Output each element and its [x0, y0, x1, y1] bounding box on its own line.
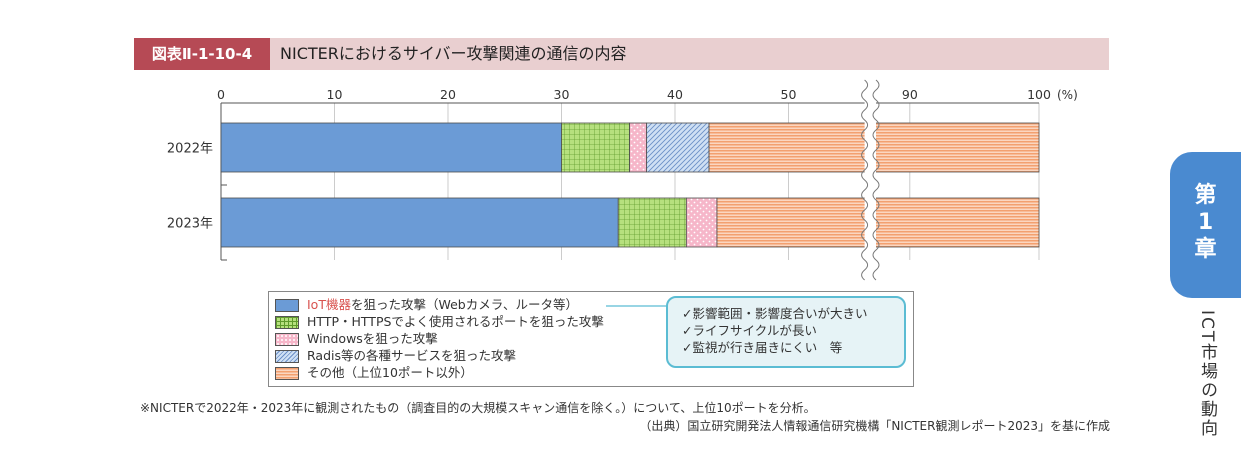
figure-title: NICTERにおけるサイバー攻撃関連の通信の内容 — [280, 44, 627, 63]
x-tick-label-7: 100 — [1027, 87, 1051, 102]
legend-label-http: HTTP・HTTPSでよく使用されるポートを狙った攻撃 — [307, 314, 604, 329]
legend-swatch-http — [275, 315, 299, 329]
x-tick-label-4: 40 — [667, 87, 683, 102]
axis-break-left — [861, 79, 869, 281]
bar-segment-1-0 — [220, 197, 619, 248]
chapter-number: 1 — [1197, 210, 1214, 235]
legend-item-other: その他（上位10ポート以外） — [275, 365, 473, 381]
legend-swatch-iot — [275, 298, 299, 312]
figure-title-bar: 図表Ⅱ-1-10-4 NICTERにおけるサイバー攻撃関連の通信の内容 — [134, 38, 1109, 70]
bar-segment-1-1 — [617, 197, 687, 248]
legend-label-other: その他（上位10ポート以外） — [307, 365, 473, 380]
x-tick-label-2: 20 — [440, 87, 456, 102]
axis-break-gap — [864, 80, 876, 275]
legend-label-radis: Radis等の各種サービスを狙った攻撃 — [307, 348, 516, 363]
bar-segment-0-0 — [220, 122, 562, 173]
source-note: （出典）国立研究開発法人情報通信研究機構「NICTER観測レポート2023」を基… — [639, 419, 1110, 433]
x-tick-label-3: 30 — [554, 87, 570, 102]
section-label: ICT市場の動向 — [1197, 310, 1217, 439]
legend-swatch-radis — [275, 349, 299, 363]
legend-item-radis: Radis等の各種サービスを狙った攻撃 — [275, 348, 516, 364]
iot-characteristics-note: ✓影響範囲・影響度合いが大きい ✓ライフサイクルが長い ✓監視が行き届きにくい … — [666, 296, 906, 368]
legend-label-iot: を狙った攻撃（Webカメラ、ルータ等） — [350, 297, 578, 312]
footnote: ※NICTERで2022年・2023年に観測されたもの（調査目的の大規模スキャン… — [140, 401, 816, 415]
bar-segment-0-1 — [561, 122, 630, 173]
bar-segment-1-2 — [685, 197, 718, 248]
x-tick-label-5: 50 — [781, 87, 797, 102]
axis-break-right — [872, 79, 880, 281]
note-line-2: ✓ライフサイクルが長い — [682, 323, 817, 338]
legend-label-windows: Windowsを狙った攻撃 — [307, 331, 438, 346]
legend-item-windows: Windowsを狙った攻撃 — [275, 331, 438, 347]
y-category-label-1: 2023年 — [167, 217, 213, 232]
chapter-bottom: 章 — [1194, 237, 1217, 262]
legend-highlight: IoT機器 — [307, 297, 351, 312]
chapter-tab[interactable]: 第 1 章 — [1170, 152, 1241, 298]
note-line-3: ✓監視が行き届きにくい 等 — [682, 340, 843, 355]
x-tick-label-0: 0 — [217, 87, 225, 102]
legend-swatch-windows — [275, 332, 299, 346]
y-category-label-0: 2022年 — [167, 142, 213, 157]
legend-item-http: HTTP・HTTPSでよく使用されるポートを狙った攻撃 — [275, 314, 604, 330]
note-line-1: ✓影響範囲・影響度合いが大きい — [682, 306, 868, 321]
x-tick-label-6: 90 — [902, 87, 918, 102]
figure-number-tag: 図表Ⅱ-1-10-4 — [134, 38, 270, 70]
x-tick-label-1: 10 — [327, 87, 343, 102]
bar-segment-0-3 — [646, 122, 710, 173]
chapter-top: 第 — [1194, 183, 1217, 208]
x-unit-label: (%) — [1057, 88, 1078, 102]
legend-swatch-other — [275, 366, 299, 380]
legend-item-iot: IoT機器 を狙った攻撃（Webカメラ、ルータ等） — [275, 297, 578, 313]
